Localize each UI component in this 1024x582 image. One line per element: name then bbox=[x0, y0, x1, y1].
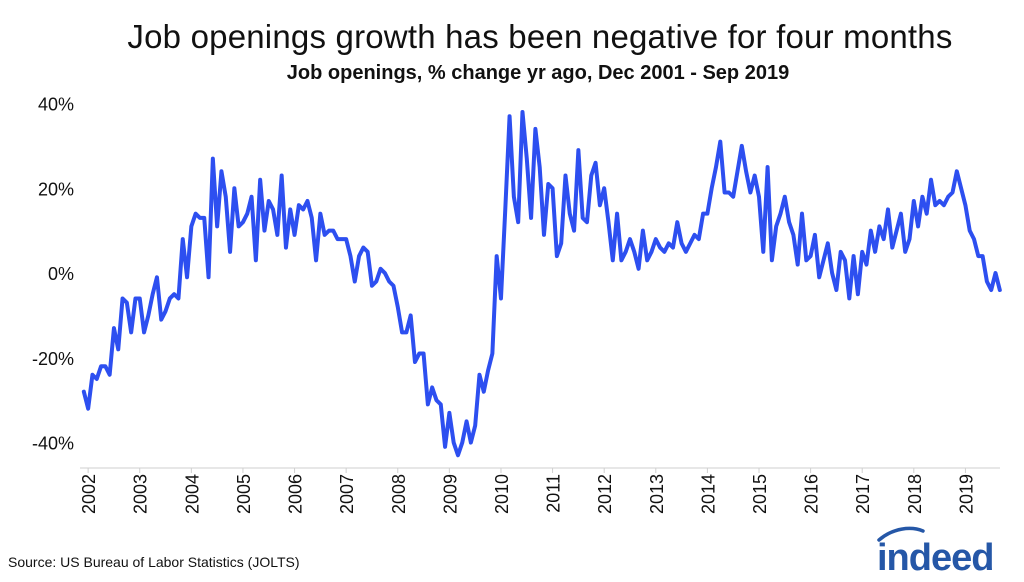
series-line bbox=[81, 109, 1002, 458]
x-tick-label: 2008 bbox=[389, 474, 409, 514]
x-tick-label: 2005 bbox=[234, 474, 254, 514]
chart-title: Job openings growth has been negative fo… bbox=[127, 18, 953, 55]
x-tick-label: 2017 bbox=[853, 474, 873, 514]
x-tick-label: 2009 bbox=[440, 474, 460, 514]
x-tick-label: 2010 bbox=[492, 474, 512, 514]
x-tick-label: 2004 bbox=[182, 474, 202, 514]
x-tick-label: 2019 bbox=[956, 474, 976, 514]
logo-wordmark: indeed bbox=[877, 537, 993, 576]
y-tick-label: 40% bbox=[38, 94, 74, 114]
x-axis: 2002 2003 2004 2005 2006 2007 2008 2009 2010 2011… bbox=[79, 468, 976, 514]
series-layer bbox=[81, 109, 1002, 458]
x-tick-label: 2015 bbox=[750, 474, 770, 514]
x-tick-label: 2006 bbox=[286, 474, 306, 514]
x-tick-label: 2012 bbox=[595, 474, 615, 514]
x-tick-label: 2003 bbox=[131, 474, 151, 514]
y-tick-label: -40% bbox=[32, 434, 74, 454]
source-note: Source: US Bureau of Labor Statistics (J… bbox=[8, 554, 300, 570]
x-tick-label: 2013 bbox=[647, 474, 667, 514]
logo-arc-icon bbox=[877, 526, 925, 542]
indeed-logo: indeed bbox=[873, 526, 1008, 579]
y-tick-label: 20% bbox=[38, 179, 74, 199]
x-tick-label: 2014 bbox=[698, 474, 718, 514]
x-tick-label: 2002 bbox=[79, 474, 99, 514]
x-tick-label: 2018 bbox=[905, 474, 925, 514]
x-tick-label: 2007 bbox=[337, 474, 357, 514]
y-axis: 40% 20% 0% -20% -40% bbox=[32, 94, 74, 453]
x-tick-label: 2011 bbox=[544, 474, 564, 513]
y-tick-label: 0% bbox=[48, 264, 74, 284]
chart-subtitle: Job openings, % change yr ago, Dec 2001 … bbox=[286, 62, 790, 84]
y-tick-label: -20% bbox=[32, 349, 74, 369]
x-tick-label: 2016 bbox=[802, 474, 822, 514]
